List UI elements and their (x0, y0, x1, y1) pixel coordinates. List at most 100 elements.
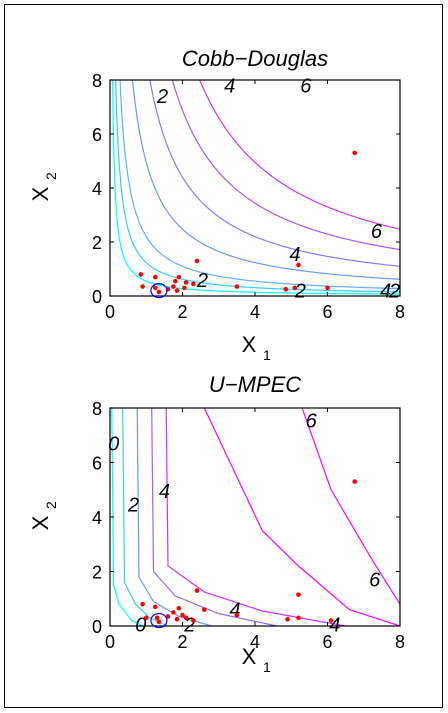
x-tick-label: 6 (322, 302, 332, 322)
contour-line (111, 408, 143, 626)
data-point (143, 615, 149, 621)
data-point (138, 272, 144, 277)
data-point (296, 592, 301, 597)
contour-line (131, 80, 400, 280)
contour-label: 2 (196, 270, 208, 292)
contour-line (171, 80, 400, 251)
contour-label: 4 (159, 481, 170, 503)
x-tick-label: 6 (322, 632, 332, 652)
x-tick-label: 0 (105, 302, 115, 322)
x-tick-label: 0 (105, 632, 115, 652)
data-point (176, 605, 182, 611)
data-point (183, 615, 189, 621)
data-point (183, 280, 189, 285)
x-axis-label: X (242, 644, 257, 669)
contour-line (199, 80, 400, 230)
y-tick-label: 2 (92, 233, 102, 253)
data-point (180, 612, 185, 618)
data-point (182, 285, 187, 291)
x-tick-label: 2 (177, 632, 187, 652)
y-tick-label: 0 (92, 287, 102, 307)
figure-frame (4, 4, 443, 708)
contour-line (111, 80, 400, 295)
contour-line (119, 80, 400, 290)
contour-line (165, 408, 346, 626)
plot-area-frame (109, 79, 401, 297)
data-point (154, 615, 160, 621)
data-point (234, 612, 240, 618)
contour-label: 6 (300, 75, 312, 97)
data-point (140, 601, 145, 607)
data-point (153, 274, 158, 280)
data-point (325, 285, 330, 291)
data-point (171, 610, 176, 615)
y-tick-label: 4 (92, 508, 102, 528)
y-tick-label: 0 (92, 617, 102, 637)
contour-line (301, 408, 400, 605)
data-point (156, 289, 162, 295)
y-axis-label-subscript: 2 (43, 172, 59, 180)
data-point (174, 616, 180, 622)
data-point (352, 150, 357, 156)
data-point (296, 262, 301, 268)
data-point (234, 284, 240, 289)
contour-label: 6 (369, 570, 381, 592)
contour-label: 4 (289, 244, 300, 266)
contour-label: 0 (108, 433, 119, 455)
contour-label: 4 (224, 75, 235, 97)
y-tick-label: 4 (92, 179, 102, 199)
contour-label: 2 (388, 281, 400, 303)
contour-line (149, 80, 400, 267)
contour-label: 6 (306, 410, 318, 432)
data-point (328, 618, 334, 623)
data-point (194, 588, 200, 593)
y-tick-label: 2 (92, 563, 102, 583)
y-tick-label: 8 (92, 71, 102, 91)
y-axis-label-subscript: 2 (43, 501, 59, 509)
contour-label: 6 (371, 221, 383, 243)
x-tick-label: 8 (395, 632, 405, 652)
data-point (153, 285, 158, 291)
x-tick-label: 4 (250, 302, 260, 322)
contour-lines (111, 408, 400, 626)
data-point (194, 258, 200, 264)
contour-label: 2 (294, 281, 306, 303)
data-point (191, 281, 196, 287)
data-point (296, 615, 301, 621)
highlight-circle (150, 283, 168, 299)
x-axis-label-subscript: 1 (263, 347, 271, 363)
x-tick-label: 4 (250, 632, 260, 652)
data-point (174, 288, 180, 293)
y-tick-label: 6 (92, 125, 102, 145)
x-tick-label: 2 (177, 302, 187, 322)
contour-line (122, 408, 169, 626)
data-point (176, 274, 182, 280)
data-point (171, 284, 176, 289)
data-point (191, 618, 196, 623)
y-axis-label: X (28, 186, 53, 201)
data-point (352, 479, 357, 484)
data-point (172, 278, 178, 284)
contour-label: 4 (230, 600, 241, 622)
contour-lines (111, 80, 400, 295)
y-axis-label-group: X2 (28, 501, 59, 530)
y-tick-label: 6 (92, 454, 102, 474)
x-tick-label: 8 (395, 302, 405, 322)
data-point (140, 284, 145, 289)
data-point (201, 607, 207, 612)
highlight-circle (150, 612, 168, 629)
contour-line (151, 408, 277, 626)
data-point (292, 285, 298, 291)
contour-label: 2 (156, 86, 168, 108)
y-tick-label: 8 (92, 399, 102, 419)
x-axis-label: X (242, 332, 257, 357)
data-point (285, 616, 290, 622)
data-point (283, 286, 289, 292)
chart-title: U−MPEC (209, 372, 301, 397)
contour-label: 2 (127, 495, 139, 517)
contour-label: 4 (380, 281, 391, 303)
y-axis-label: X (28, 515, 53, 530)
